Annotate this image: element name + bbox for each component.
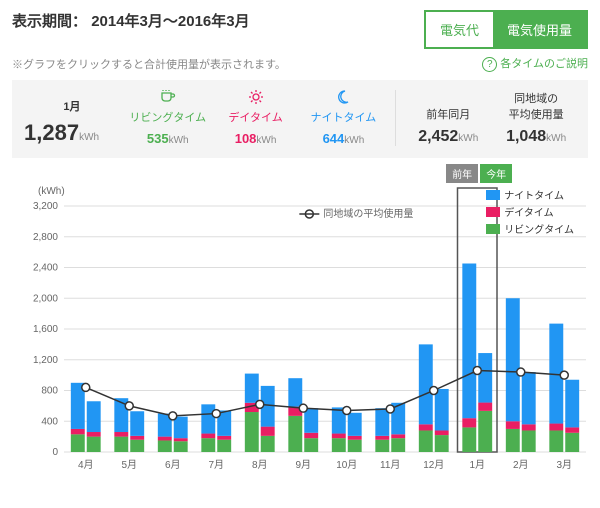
tab-usage[interactable]: 電気使用量 — [493, 12, 586, 47]
svg-text:2,800: 2,800 — [33, 232, 58, 243]
svg-text:10月: 10月 — [336, 459, 357, 471]
svg-text:400: 400 — [41, 416, 58, 427]
svg-text:1,600: 1,600 — [33, 324, 58, 335]
night-label: ナイトタイム — [311, 109, 377, 125]
svg-text:6月: 6月 — [165, 459, 181, 471]
summary-month: 1月 — [63, 98, 80, 114]
summary-panel: 1月 1,287kWh リビングタイム 535kWh デイタイム 108kWh … — [12, 80, 588, 158]
regionavg-value: 1,048kWh — [506, 128, 566, 146]
sun-icon — [248, 90, 264, 107]
day-label: デイタイム — [228, 109, 282, 125]
summary-total: 1,287kWh — [24, 120, 99, 146]
tab-cost[interactable]: 電気代 — [426, 12, 493, 47]
badge-prev: 前年 — [446, 164, 478, 183]
svg-text:2月: 2月 — [513, 459, 529, 471]
svg-text:(kWh): (kWh) — [38, 186, 65, 197]
prevyear-value: 2,452kWh — [418, 128, 478, 146]
svg-text:3,200: 3,200 — [33, 201, 58, 212]
moon-icon — [335, 90, 351, 107]
prevyear-label: 前年同月 — [426, 106, 470, 122]
living-label: リビングタイム — [129, 109, 206, 125]
tab-group: 電気代 電気使用量 — [424, 10, 588, 49]
cup-icon — [160, 90, 176, 107]
night-value: 644kWh — [323, 131, 365, 146]
regionavg-label: 同地域の 平均使用量 — [509, 90, 564, 122]
help-link[interactable]: 各タイムのご説明 — [482, 55, 588, 72]
svg-text:12月: 12月 — [423, 459, 444, 471]
svg-text:9月: 9月 — [295, 459, 311, 471]
living-value: 535kWh — [147, 131, 189, 146]
chart-note: ※グラフをクリックすると合計使用量が表示されます。 — [12, 56, 286, 72]
svg-text:2,400: 2,400 — [33, 263, 58, 274]
svg-text:同地域の平均使用量: 同地域の平均使用量 — [323, 207, 413, 220]
svg-text:4月: 4月 — [78, 459, 94, 471]
svg-text:11月: 11月 — [380, 459, 400, 471]
svg-text:1月: 1月 — [469, 459, 485, 471]
svg-text:800: 800 — [41, 386, 58, 397]
page-title: 表示期間： 2014年3月～2016年3月 — [12, 10, 250, 31]
svg-text:1,200: 1,200 — [33, 355, 58, 366]
chart-legend: 前年 今年 ナイトタイム デイタイム リビングタイム — [486, 164, 574, 236]
svg-text:0: 0 — [52, 447, 58, 458]
badge-curr: 今年 — [480, 164, 512, 183]
svg-text:5月: 5月 — [121, 459, 137, 471]
svg-text:2,000: 2,000 — [33, 293, 58, 304]
svg-text:7月: 7月 — [208, 459, 224, 471]
svg-text:3月: 3月 — [556, 459, 572, 471]
day-value: 108kWh — [235, 131, 277, 146]
svg-text:8月: 8月 — [252, 459, 268, 471]
